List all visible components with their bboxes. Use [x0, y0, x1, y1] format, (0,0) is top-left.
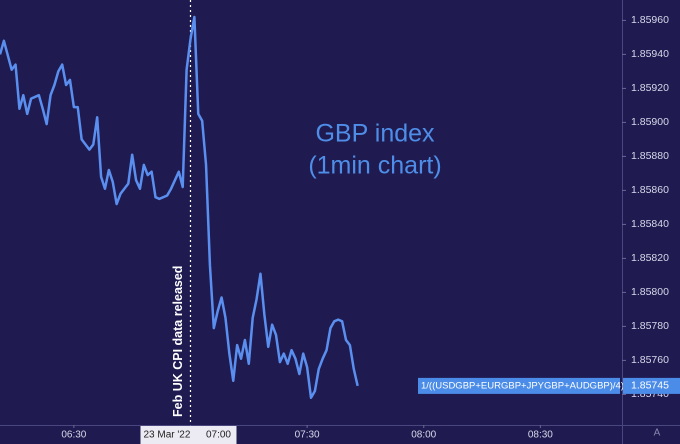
- y-tick-label: 1.85880: [631, 150, 669, 162]
- formula-box: [418, 377, 620, 394]
- y-tick-label: 1.85960: [631, 14, 669, 26]
- y-tick-label: 1.85860: [631, 184, 669, 196]
- event-label: Feb UK CPI data released: [171, 266, 185, 417]
- last-price-label: 1.85745: [631, 380, 669, 392]
- y-tick-label: 1.85820: [631, 252, 669, 264]
- y-tick-label: 1.85780: [631, 320, 669, 332]
- auto-button[interactable]: A: [654, 428, 661, 439]
- x-tick-label: 07:00: [206, 430, 231, 441]
- y-tick-label: 1.85940: [631, 48, 669, 60]
- y-tick-label: 1.85840: [631, 218, 669, 230]
- crosshair-label-box: [140, 426, 237, 444]
- y-tick-label: 1.85900: [631, 116, 669, 128]
- y-tick-label: 1.85800: [631, 286, 669, 298]
- y-tick-label: 1.85920: [631, 82, 669, 94]
- x-tick-label: 08:00: [411, 430, 436, 441]
- formula-label: 1/((USDGBP+EURGBP+JPYGBP+AUDGBP)/4): [421, 380, 624, 391]
- chart-subtitle: (1min chart): [308, 152, 441, 180]
- y-tick-label: 1.85760: [631, 354, 669, 366]
- x-tick-label: 08:30: [528, 430, 553, 441]
- price-line: [0, 15, 359, 400]
- chart-title: GBP index: [315, 120, 435, 148]
- x-tick-label: 06:30: [61, 430, 86, 441]
- x-tick-label: 07:30: [295, 430, 320, 441]
- crosshair-date: 23 Mar '22: [143, 430, 190, 441]
- last-price-box: [623, 377, 680, 394]
